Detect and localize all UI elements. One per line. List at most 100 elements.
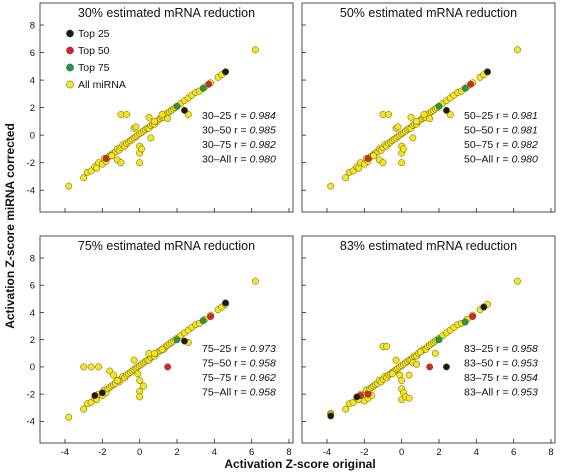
correlation-prefix: 30–All r = (202, 154, 250, 166)
point-all-mirna (80, 174, 88, 182)
point-all-mirna (420, 111, 428, 118)
correlation-prefix: 30–75 r = (202, 139, 250, 151)
panel-4: 83% estimated mRNA reduction -4 -2 0 2 4 6 8 83–… (301, 235, 556, 458)
correlation-prefix: 75–25 r = (202, 343, 250, 355)
correlation-prefix: 75–50 r = (202, 358, 250, 370)
x-tick-label: 8 (286, 447, 291, 458)
correlation-value: 0.958 (250, 358, 276, 370)
y-tick-label: 4 (30, 75, 35, 86)
correlation-annotation: 30–All r = 0.980 (202, 154, 276, 166)
y-tick-label: 0 (30, 130, 35, 141)
point-top-75 (199, 317, 207, 325)
point-all-mirna (80, 405, 88, 413)
legend-marker (66, 46, 74, 55)
y-tick-label: -2 (27, 158, 35, 169)
legend-marker (66, 80, 74, 89)
point-all-mirna (400, 145, 407, 153)
legend-label: Top 50 (78, 45, 110, 57)
panel-title: 75% estimated mRNA reduction (78, 239, 255, 253)
correlation-prefix: 83–75 r = (464, 372, 512, 384)
y-tick-label: 4 (30, 308, 35, 319)
point-all-mirna (426, 115, 434, 123)
point-top-75 (435, 102, 443, 110)
correlation-annotation: 75–25 r = 0.973 (202, 343, 276, 355)
point-all-mirna (413, 117, 421, 125)
correlation-annotation: 50–75 r = 0.982 (464, 139, 538, 151)
point-all-mirna (327, 182, 335, 190)
point-top-25 (222, 299, 229, 307)
correlation-value: 0.982 (250, 139, 276, 151)
point-all-mirna (392, 356, 400, 364)
point-all-mirna (413, 360, 421, 368)
correlation-annotation: 50–25 r = 0.981 (464, 110, 538, 122)
point-top-25 (98, 389, 106, 397)
x-tick-label: -4 (61, 447, 69, 458)
correlation-prefix: 30–50 r = (202, 125, 250, 137)
point-all-mirna (431, 349, 439, 357)
correlation-value: 0.962 (250, 372, 276, 384)
point-top-25 (484, 68, 491, 76)
point-all-mirna (151, 349, 159, 357)
x-tick-label: 2 (436, 447, 441, 458)
point-all-mirna (117, 159, 125, 167)
point-all-mirna (342, 174, 350, 182)
panel-3: 75% estimated mRNA reduction -4 -2 0 2 4 6 8 -4 -… (27, 235, 294, 458)
panels-group: 30% estimated mRNA reduction -4 -2 0 2 4 6 8 Top… (27, 2, 556, 458)
correlation-value: 0.958 (250, 387, 276, 399)
point-all-mirna (416, 348, 424, 356)
point-all-mirna (513, 46, 521, 54)
correlation-prefix: 30–25 r = (202, 110, 250, 122)
correlation-annotation: 83–75 r = 0.954 (464, 372, 538, 384)
point-top-50 (164, 363, 172, 371)
x-tick-label: -2 (98, 447, 106, 458)
point-top-25 (181, 106, 188, 114)
panel-1: 30% estimated mRNA reduction -4 -2 0 2 4 6 8 Top… (27, 2, 294, 213)
correlation-value: 0.980 (512, 154, 538, 166)
correlation-value: 0.981 (512, 110, 538, 122)
correlation-annotation: 50–All r = 0.980 (464, 154, 538, 166)
y-tick-label: 8 (30, 253, 35, 264)
point-all-mirna (123, 111, 131, 118)
correlation-value: 0.984 (250, 110, 276, 122)
x-axis-label: Activation Z-score original (224, 457, 375, 471)
point-all-mirna (110, 371, 117, 379)
correlation-prefix: 83–All r = (464, 387, 512, 399)
point-all-mirna (342, 405, 350, 413)
point-all-mirna (138, 145, 145, 153)
point-top-25 (443, 106, 450, 114)
point-top-75 (199, 84, 207, 92)
correlation-prefix: 50–All r = (464, 154, 512, 166)
y-tick-label: 6 (30, 48, 35, 59)
point-all-mirna (164, 115, 172, 123)
y-tick-label: -4 (27, 186, 35, 197)
correlation-prefix: 50–75 r = (464, 139, 512, 151)
point-all-mirna (158, 111, 166, 118)
y-tick-label: 0 (30, 362, 35, 373)
correlation-value: 0.980 (250, 154, 276, 166)
correlation-value: 0.954 (512, 372, 538, 384)
x-tick-label: 6 (249, 447, 254, 458)
point-all-mirna (108, 152, 116, 160)
correlation-annotation: 30–50 r = 0.985 (202, 125, 276, 137)
point-all-mirna (398, 159, 406, 167)
point-top-50 (467, 80, 475, 88)
point-top-75 (173, 102, 181, 110)
correlation-value: 0.981 (512, 125, 538, 137)
legend-label: All miRNA (78, 79, 126, 91)
panel-title: 83% estimated mRNA reduction (340, 239, 517, 253)
point-all-mirna (251, 46, 259, 54)
y-tick-label: 2 (30, 103, 35, 114)
x-tick-label: 2 (174, 447, 179, 458)
y-tick-label: 8 (30, 20, 35, 31)
panel-title: 50% estimated mRNA reduction (340, 6, 517, 20)
point-all-mirna (388, 370, 396, 378)
point-all-mirna (398, 377, 406, 384)
correlation-value: 0.953 (512, 387, 538, 399)
point-top-50 (207, 313, 215, 320)
panel-frame (301, 2, 556, 213)
point-all-mirna (145, 113, 153, 121)
point-top-75 (461, 84, 469, 92)
point-top-50 (205, 80, 213, 88)
x-tick-label: 6 (511, 447, 516, 458)
correlation-value: 0.953 (512, 358, 538, 370)
